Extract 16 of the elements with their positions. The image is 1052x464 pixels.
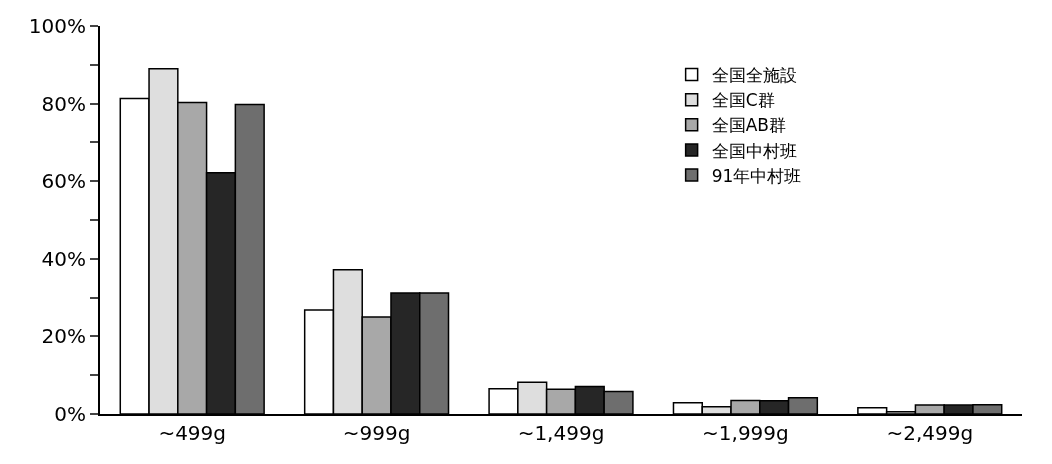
- y-tick-label: 60%: [41, 169, 86, 194]
- x-tick-label: ~999g: [342, 421, 411, 445]
- y-tick-label: 80%: [41, 91, 86, 116]
- x-tick-label: ~499g: [158, 421, 227, 445]
- y-tick-label: 100%: [28, 14, 86, 38]
- y-tick-label: 40%: [41, 246, 86, 271]
- legend-label: 全国中村班: [711, 140, 797, 161]
- x-tick-label: ~1,499g: [517, 421, 605, 445]
- y-tick-label: 0%: [54, 402, 86, 426]
- legend-label: 全国全施設: [711, 65, 797, 86]
- legend-label: 全国AB群: [711, 115, 786, 136]
- legend-label: 全国C群: [711, 90, 775, 111]
- y-tick-label: 20%: [41, 324, 86, 349]
- x-tick-label: ~2,499g: [886, 421, 974, 445]
- x-tick-label: ~1,999g: [702, 421, 789, 445]
- legend-label: 91年中村班: [711, 165, 802, 186]
